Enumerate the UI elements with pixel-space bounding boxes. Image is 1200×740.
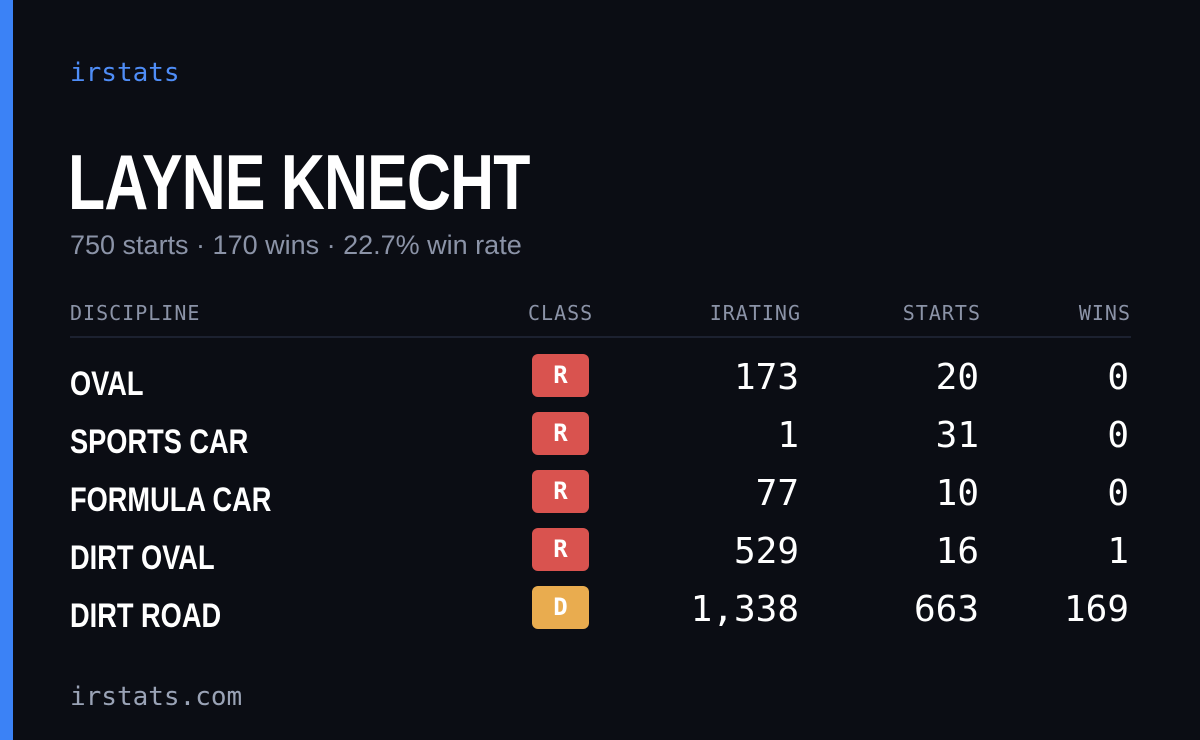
starts-value: 10 bbox=[935, 473, 979, 514]
table-row: DIRT ROAD D 1,338 663 169 bbox=[70, 586, 1131, 644]
starts-value: 16 bbox=[935, 531, 979, 572]
starts-value: 20 bbox=[935, 357, 979, 398]
class-badge: D bbox=[532, 586, 589, 629]
column-header-starts: STARTS bbox=[902, 301, 981, 325]
column-header-wins: WINS bbox=[1078, 301, 1131, 325]
class-badge: R bbox=[532, 470, 589, 513]
starts-value: 663 bbox=[913, 589, 979, 630]
irating-value: 77 bbox=[755, 473, 799, 514]
wins-value: 1 bbox=[1107, 531, 1129, 572]
table-row: SPORTS CAR R 1 31 0 bbox=[70, 412, 1131, 470]
column-header-irating: IRATING bbox=[709, 301, 801, 325]
discipline-name: DIRT ROAD bbox=[70, 597, 222, 635]
column-header-discipline: DISCIPLINE bbox=[70, 301, 201, 325]
table-row: OVAL R 173 20 0 bbox=[70, 354, 1131, 412]
wins-value: 0 bbox=[1107, 357, 1129, 398]
table-row: FORMULA CAR R 77 10 0 bbox=[70, 470, 1131, 528]
accent-bar bbox=[0, 0, 13, 740]
wins-value: 0 bbox=[1107, 473, 1129, 514]
irating-value: 173 bbox=[733, 357, 799, 398]
class-badge: R bbox=[532, 412, 589, 455]
driver-summary: 750 starts · 170 wins · 22.7% win rate bbox=[70, 230, 522, 260]
wins-value: 0 bbox=[1107, 415, 1129, 456]
irating-value: 529 bbox=[733, 531, 799, 572]
footer-url[interactable]: irstats.com bbox=[70, 682, 243, 712]
column-header-class: CLASS bbox=[528, 301, 594, 325]
discipline-name: OVAL bbox=[70, 365, 144, 403]
stats-table-header: DISCIPLINE CLASS IRATING STARTS WINS bbox=[70, 298, 1131, 338]
brand-logo[interactable]: irstats bbox=[70, 58, 180, 88]
driver-name: LAYNE KNECHT bbox=[68, 138, 530, 226]
table-row: DIRT OVAL R 529 16 1 bbox=[70, 528, 1131, 586]
discipline-name: SPORTS CAR bbox=[70, 423, 249, 461]
irating-value: 1,338 bbox=[690, 589, 799, 630]
starts-value: 31 bbox=[935, 415, 979, 456]
discipline-name: FORMULA CAR bbox=[70, 481, 272, 519]
class-badge: R bbox=[532, 354, 589, 397]
irating-value: 1 bbox=[777, 415, 799, 456]
wins-value: 169 bbox=[1063, 589, 1129, 630]
discipline-name: DIRT OVAL bbox=[70, 539, 215, 577]
class-badge: R bbox=[532, 528, 589, 571]
